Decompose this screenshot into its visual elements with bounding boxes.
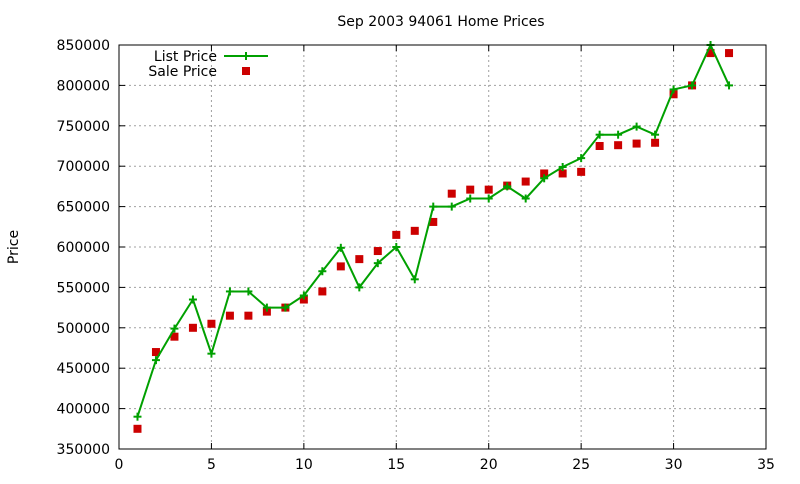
list-price-point xyxy=(651,130,660,139)
legend-label-list-price: List Price xyxy=(154,49,217,65)
list-price-point xyxy=(244,287,253,296)
list-price-point xyxy=(355,283,364,292)
sale-price-point xyxy=(318,287,327,296)
list-price-point xyxy=(410,275,419,284)
sale-price-point xyxy=(484,185,493,194)
sale-price-point xyxy=(207,319,216,328)
list-price-point xyxy=(521,194,530,203)
sale-price-point xyxy=(614,141,623,150)
list-price-point xyxy=(281,303,290,312)
list-price-point xyxy=(577,154,586,163)
y-axis-label: Price xyxy=(6,230,22,264)
sale-price-point xyxy=(429,217,438,226)
y-tick-label: 550000 xyxy=(57,280,110,296)
list-price-point xyxy=(447,202,456,211)
sale-price-point xyxy=(558,169,567,178)
list-price-point xyxy=(614,130,623,139)
list-price-point xyxy=(466,194,475,203)
y-tick-label: 350000 xyxy=(57,442,110,458)
series-list-price xyxy=(133,41,734,421)
x-tick-label: 15 xyxy=(387,457,405,473)
list-price-point xyxy=(299,291,308,300)
series-sale-price xyxy=(133,49,734,433)
list-price-point xyxy=(725,81,734,90)
legend-label-sale-price: Sale Price xyxy=(148,64,217,80)
x-tick-label: 35 xyxy=(757,457,775,473)
list-price-point xyxy=(133,412,142,421)
list-price-point xyxy=(595,130,604,139)
x-tick-label: 0 xyxy=(115,457,124,473)
list-price-point xyxy=(318,267,327,276)
list-price-point xyxy=(207,349,216,358)
sale-price-point xyxy=(521,177,530,186)
legend-swatch-sale-price xyxy=(242,67,250,75)
sale-price-point xyxy=(447,189,456,198)
sale-price-point xyxy=(392,230,401,239)
y-tick-label: 450000 xyxy=(57,361,110,377)
list-price-point xyxy=(336,243,345,252)
sale-price-point xyxy=(410,226,419,235)
y-tick-label: 650000 xyxy=(57,200,110,216)
y-tick-label: 800000 xyxy=(57,78,110,94)
y-tick-label: 850000 xyxy=(57,38,110,54)
sale-price-point xyxy=(540,169,549,178)
y-tick-label: 500000 xyxy=(57,321,110,337)
sale-price-point xyxy=(355,255,364,264)
sale-price-point xyxy=(595,142,604,150)
axis-ticks: 0 5 10 15 20 25 30 35 350000 400000 450000 500000 55… xyxy=(57,38,775,473)
sale-price-point xyxy=(373,247,382,256)
chart-title: Sep 2003 94061 Home Prices xyxy=(337,14,544,30)
list-price-line xyxy=(136,42,730,417)
list-price-point xyxy=(540,174,549,183)
list-price-point xyxy=(225,287,234,296)
list-price-point xyxy=(392,243,401,251)
sale-price-point xyxy=(262,307,271,316)
list-price-point xyxy=(373,259,382,268)
list-price-point xyxy=(188,295,197,304)
y-tick-label: 750000 xyxy=(57,119,110,135)
x-tick-label: 30 xyxy=(665,457,683,473)
y-tick-label: 600000 xyxy=(57,240,110,256)
grid-lines xyxy=(119,45,766,449)
sale-price-point xyxy=(188,323,197,332)
sale-price-point xyxy=(577,167,586,176)
x-tick-label: 20 xyxy=(480,457,498,473)
sale-price-point xyxy=(299,295,308,304)
plot-border xyxy=(118,44,767,450)
sale-price-point xyxy=(725,49,734,58)
sale-price-point xyxy=(669,90,678,99)
list-price-point xyxy=(170,324,179,333)
sale-price-point xyxy=(632,139,641,148)
x-tick-label: 10 xyxy=(295,457,313,473)
list-price-point xyxy=(262,303,271,312)
legend: List Price Sale Price xyxy=(148,49,268,80)
y-tick-label: 700000 xyxy=(57,159,110,175)
list-price-point xyxy=(669,85,678,94)
x-tick-label: 25 xyxy=(572,457,590,473)
list-price-point xyxy=(632,122,641,131)
sale-price-point xyxy=(133,424,142,433)
sale-price-point xyxy=(706,49,715,58)
list-price-point xyxy=(688,81,697,90)
x-tick-label: 5 xyxy=(207,457,216,473)
y-tick-label: 400000 xyxy=(57,402,110,418)
list-price-point xyxy=(429,202,438,211)
sale-price-point xyxy=(170,332,179,341)
list-price-point xyxy=(558,163,567,172)
sale-price-point xyxy=(336,262,345,271)
data-series xyxy=(133,41,734,433)
sale-price-point xyxy=(225,311,234,320)
sale-price-point xyxy=(466,185,475,194)
sale-price-point xyxy=(244,311,253,320)
sale-price-point xyxy=(651,138,660,147)
sale-price-point xyxy=(151,348,160,357)
list-price-point xyxy=(151,356,160,365)
list-price-point xyxy=(484,194,493,203)
list-price-point xyxy=(503,182,512,191)
